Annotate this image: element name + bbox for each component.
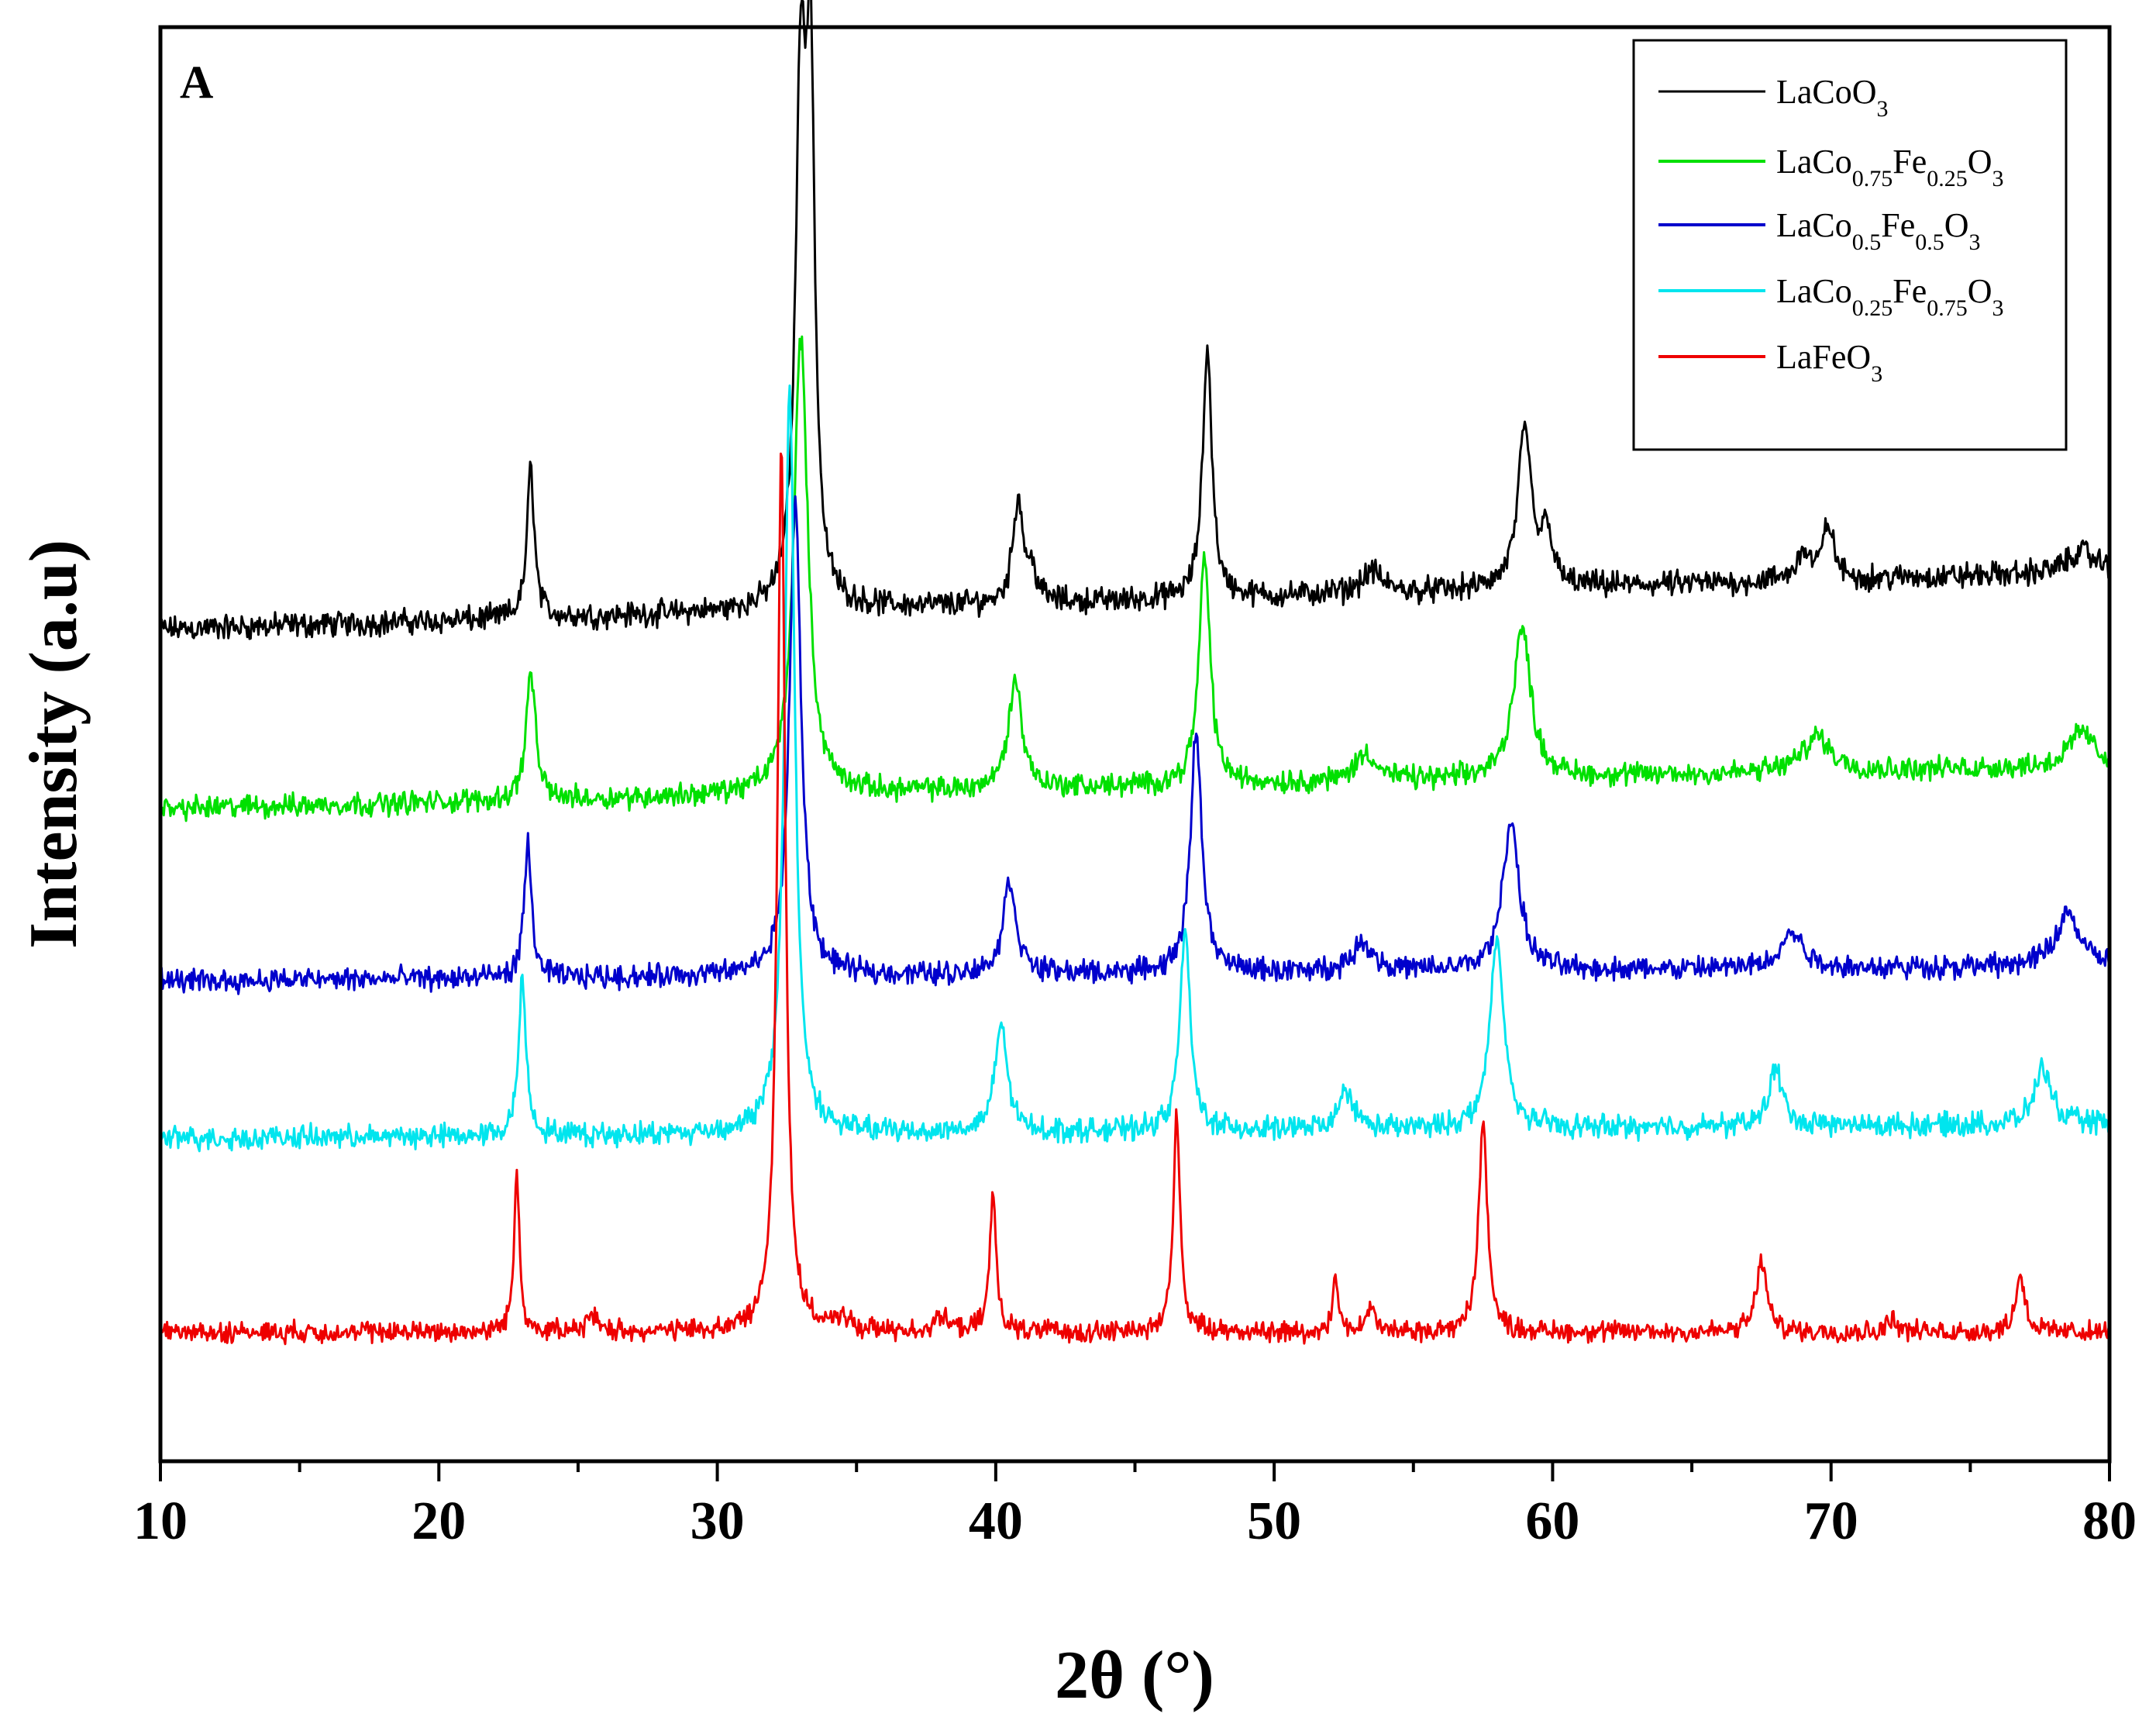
series-layer [159, 0, 2111, 1346]
x-tick-label: 40 [969, 1491, 1023, 1551]
x-axis-ticks: 10 20 30 40 50 60 70 80 [133, 1461, 2137, 1551]
panel-label: A [180, 57, 213, 108]
x-tick-label: 30 [691, 1491, 745, 1551]
x-tick-label: 60 [1525, 1491, 1579, 1551]
legend-label: LaCoO3 [1776, 73, 1889, 122]
legend-label: LaFeO3 [1776, 338, 1882, 387]
series-line-5 [159, 452, 2111, 1346]
x-axis-title: 2θ (°) [1055, 1638, 1214, 1713]
legend: LaCoO3 LaCo0.75Fe0.25O3 LaCo0.5Fe0.5O3 LaCo… [1632, 39, 2068, 451]
legend-label: LaCo0.5Fe0.5O3 [1776, 206, 1981, 255]
x-tick-label: 10 [133, 1491, 188, 1551]
y-axis-title: Intensity (a.u) [16, 540, 91, 949]
legend-box [1632, 39, 2068, 451]
series-line-4 [159, 384, 2111, 1153]
x-tick-label: 80 [2082, 1491, 2137, 1551]
x-tick-label: 50 [1247, 1491, 1301, 1551]
series-line-3 [159, 495, 2111, 995]
legend-label: LaCo0.25Fe0.75O3 [1776, 272, 2004, 321]
legend-label: LaCo0.75Fe0.25O3 [1776, 143, 2004, 191]
x-tick-label: 70 [1804, 1491, 1858, 1551]
legend-items: LaCoO3 LaCo0.75Fe0.25O3 LaCo0.5Fe0.5O3 LaCo… [1658, 73, 2004, 387]
series-line-1 [159, 0, 2111, 640]
series-line-2 [159, 335, 2111, 822]
x-tick-label: 20 [412, 1491, 466, 1551]
